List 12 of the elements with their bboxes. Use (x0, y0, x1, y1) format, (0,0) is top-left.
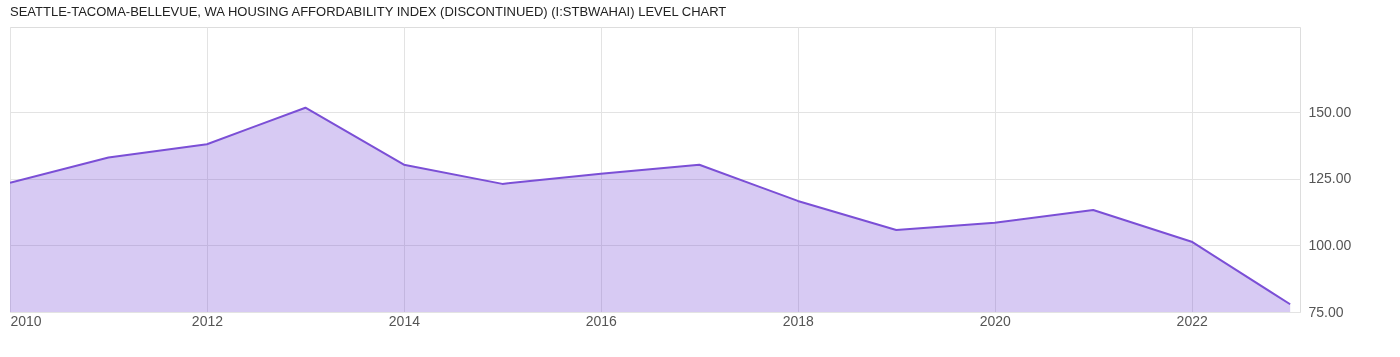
y-tick-label: 150.00 (1308, 103, 1352, 120)
y-tick-label: 125.00 (1308, 170, 1352, 187)
x-tick-label: 2014 (388, 312, 421, 329)
x-tick-label: 2016 (585, 312, 618, 329)
x-tick-label: 2010 (10, 312, 42, 329)
x-tick-label: 2018 (782, 312, 815, 329)
x-tick-label: 2022 (1176, 312, 1208, 329)
x-tick-label: 2012 (191, 312, 224, 329)
y-tick-label: 100.00 (1308, 236, 1352, 253)
chart-title: SEATTLE-TACOMA-BELLEVUE, WA HOUSING AFFORDABILITY INDEX (DISCONTINUED) (I:STBWAHAI) LEVEL CHART (10, 4, 727, 19)
x-tick-label: 2020 (979, 312, 1012, 329)
y-tick-label: 75.00 (1308, 303, 1344, 320)
